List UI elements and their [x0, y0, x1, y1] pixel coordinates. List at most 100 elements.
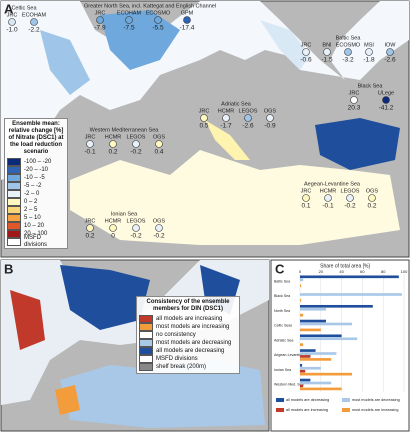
bar: [300, 381, 332, 385]
panel-label: A: [4, 1, 14, 16]
model-value: 0: [111, 233, 115, 240]
model-name: HCMR: [320, 188, 337, 194]
legend-label: all models are increasing: [286, 408, 328, 412]
model-marker: [266, 114, 274, 122]
category-label: Black Sea: [274, 294, 290, 298]
legend-item: all models are decreasing: [139, 347, 237, 355]
region-name: Aegean-Levantine Sea: [304, 181, 361, 187]
chart-title: Share of total area [%]: [320, 263, 370, 269]
model-value: -3.2: [342, 57, 354, 64]
model-marker: [200, 114, 208, 122]
model-value: -17.4: [180, 25, 195, 32]
model-name: MSI: [364, 42, 374, 48]
map-a-med: [70, 150, 400, 245]
model-marker: [86, 224, 94, 232]
model-value: -2.6: [242, 123, 254, 130]
legend-swatch: [276, 408, 284, 412]
legend-item: 0 – 2: [7, 198, 65, 206]
model-marker: [125, 16, 133, 24]
x-tick-label: 80: [381, 269, 386, 274]
map-b-celtic: [10, 290, 45, 350]
model-marker: [386, 48, 394, 56]
model-marker: [324, 194, 332, 202]
model-name: HCMR: [105, 218, 122, 224]
model-marker: [86, 140, 94, 148]
model-name: GPM: [181, 10, 194, 16]
model-name: LEGOS: [127, 134, 146, 140]
legend-label: most models are increasing: [156, 323, 230, 330]
map-a-celtic: [40, 30, 90, 95]
model-marker: [132, 224, 140, 232]
map-b-alboran: [55, 385, 80, 415]
bar: [300, 304, 373, 308]
legend-label: -2 – 0: [24, 190, 40, 197]
model-marker: [344, 48, 352, 56]
model-value: -0.1: [84, 149, 96, 156]
bar: [300, 278, 304, 282]
model-value: 0.2: [367, 203, 376, 210]
map-a-baltic: [260, 20, 310, 70]
map-b-north: [60, 265, 150, 330]
model-marker: [30, 18, 38, 26]
legend-item: 5 – 10: [7, 214, 65, 222]
model-value: -1.7: [220, 123, 232, 130]
region-name: Adriatic Sea: [221, 101, 252, 107]
legend-label: all models are decreasing: [156, 347, 225, 354]
model-value: -2.6: [384, 57, 396, 64]
panel-label: B: [4, 261, 13, 276]
bar: [300, 334, 342, 338]
legend-label: no consistency: [156, 331, 196, 338]
map-a-black-sea: [315, 118, 400, 170]
legend-title: Ensemble mean: relative change [%] of Ni…: [8, 121, 64, 155]
legend-label: 20 – 100: [24, 230, 48, 237]
legend-label: most models are decreasing: [352, 398, 400, 402]
legend-swatch: [7, 182, 21, 190]
model-value: -0.2: [344, 203, 356, 210]
model-value: 0.5: [199, 123, 208, 130]
model-value: -1.0: [6, 27, 18, 34]
bar: [300, 355, 311, 358]
bar: [300, 275, 399, 279]
legend-item: -2 – 0: [7, 190, 65, 198]
legend-label: 0 – 2: [24, 198, 38, 205]
category-label: North Sea: [274, 309, 290, 313]
model-name: OGS: [366, 188, 379, 194]
model-name: OGS: [153, 134, 166, 140]
model-marker: [365, 48, 373, 56]
legend-label: 2 – 5: [24, 206, 38, 213]
model-value: 0.1: [301, 203, 310, 210]
x-tick-label: 20: [319, 269, 324, 274]
legend-swatch: [342, 398, 350, 402]
model-name: JRC: [85, 134, 96, 140]
bar: [300, 358, 332, 361]
model-marker: [96, 16, 104, 24]
bar: [300, 369, 306, 373]
model-value: -7.9: [94, 25, 106, 32]
model-name: OGS: [264, 108, 277, 114]
model-value: -5.5: [152, 25, 164, 32]
model-marker: [183, 16, 191, 24]
model-marker: [109, 224, 117, 232]
legend-swatch: [7, 214, 21, 222]
model-value: -1.5: [321, 57, 333, 64]
legend-item: MSFD divisions: [7, 235, 65, 248]
bar: [300, 337, 358, 341]
legend-label: MSFD divisions: [24, 235, 48, 248]
model-marker: [155, 140, 163, 148]
legend-swatch: [342, 408, 350, 412]
model-name: ECOSMO: [146, 10, 171, 16]
legend-swatch: [139, 347, 153, 355]
model-marker: [302, 48, 310, 56]
map-a-adriatic: [205, 120, 250, 160]
model-marker: [350, 96, 358, 104]
model-name: ULege: [378, 90, 394, 96]
category-label: Baltic Sea: [274, 279, 290, 283]
model-value: 0.4: [154, 149, 163, 156]
model-marker: [382, 96, 390, 104]
x-tick-label: 100: [401, 269, 408, 274]
region-name: Black Sea: [358, 83, 384, 89]
bar: [300, 328, 321, 332]
legend-item: no consistency: [139, 331, 237, 339]
model-name: HCMR: [105, 134, 122, 140]
